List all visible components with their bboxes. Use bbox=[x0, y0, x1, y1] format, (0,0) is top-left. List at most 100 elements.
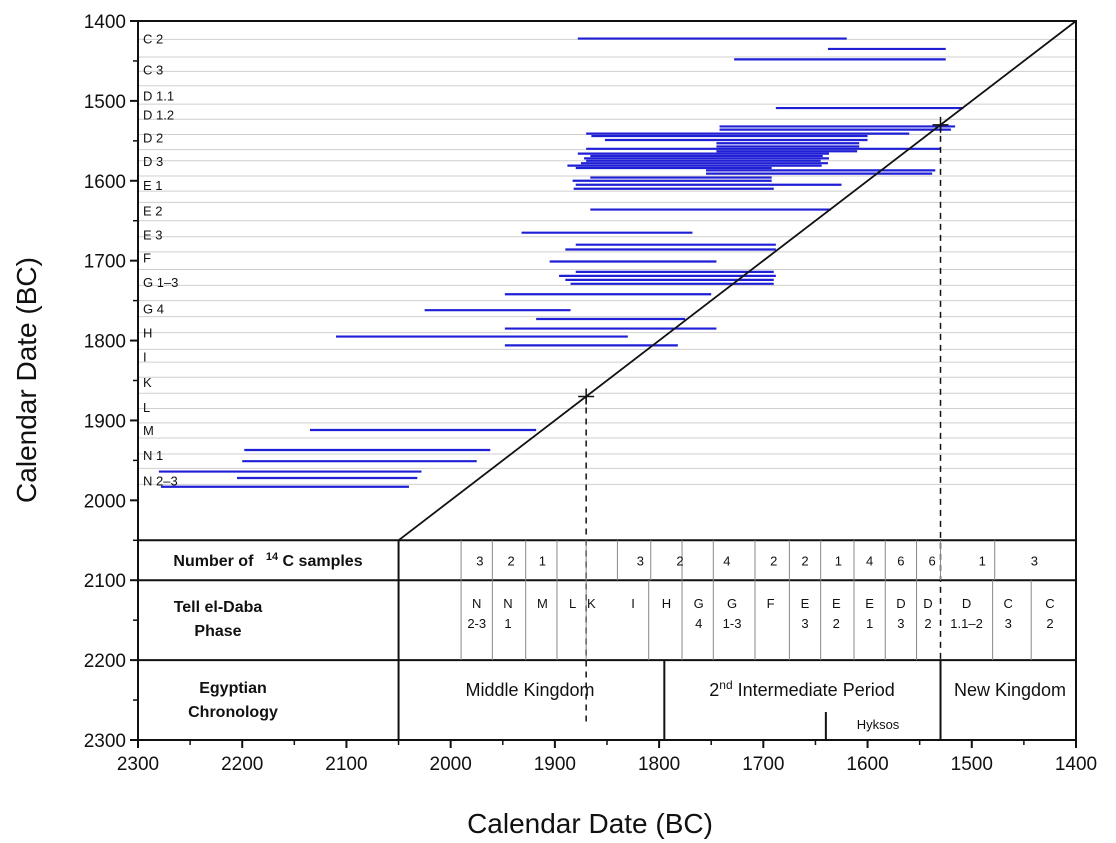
table-cells: 3 2 1 3 2 4 2 2 1 4 6 6 1 3 N 2-3 N 1 M L K I H G 4 G 1-3 F E 3 E 2 E 1 D 3… bbox=[138, 539, 1077, 740]
phase-table: Number of 14 C samples Tell el-Daba Phas… bbox=[173, 547, 1066, 732]
sample-count: 1 bbox=[835, 553, 842, 568]
sample-count: 6 bbox=[897, 553, 904, 568]
phase-cell: K bbox=[587, 596, 596, 611]
new-kingdom-label: New Kingdom bbox=[954, 680, 1066, 700]
chrono-header-line2: Chronology bbox=[188, 704, 278, 721]
phase-row-label: H bbox=[143, 326, 152, 341]
phase-cell: 3 bbox=[897, 616, 904, 631]
phase-row-label: D 2 bbox=[143, 131, 163, 146]
intermediate-period-label: 2nd Intermediate Period bbox=[709, 678, 894, 700]
y-tick-label: 1700 bbox=[84, 252, 126, 273]
y-tick-label: 2100 bbox=[84, 571, 126, 592]
phase-row-label: N 2–3 bbox=[143, 473, 178, 488]
phase-row-label: D 3 bbox=[143, 154, 163, 169]
sample-count: 2 bbox=[801, 553, 808, 568]
phase-cell: 1-3 bbox=[723, 616, 742, 631]
x-tick-label: 1700 bbox=[742, 754, 784, 775]
y-tick-label: 2200 bbox=[84, 651, 126, 672]
phase-cell: 2 bbox=[924, 616, 931, 631]
phase-cell: 1 bbox=[866, 616, 873, 631]
y-tick-label: 1900 bbox=[84, 411, 126, 432]
diagonal-line bbox=[398, 20, 1077, 541]
y-tick-label: 1400 bbox=[84, 12, 126, 33]
phase-row-label: C 2 bbox=[143, 32, 163, 47]
phase-row-label: E 2 bbox=[143, 203, 163, 218]
phase-row-label: M bbox=[143, 423, 154, 438]
sample-count: 2 bbox=[770, 553, 777, 568]
phase-cell: 2-3 bbox=[467, 616, 486, 631]
phase-cell: I bbox=[631, 596, 635, 611]
phase-row-label: G 4 bbox=[143, 302, 164, 317]
phase-cell: 1 bbox=[504, 616, 511, 631]
x-tick-label: 2000 bbox=[430, 754, 472, 775]
phase-cell: 4 bbox=[695, 616, 702, 631]
phase-cell: 3 bbox=[1005, 616, 1012, 631]
x-tick-label: 1500 bbox=[951, 754, 993, 775]
sample-count: 3 bbox=[476, 553, 483, 568]
phase-cell: F bbox=[767, 596, 775, 611]
x-tick-label: 2100 bbox=[325, 754, 367, 775]
phase-row-label: N 1 bbox=[143, 448, 163, 463]
sample-count: 2 bbox=[507, 553, 514, 568]
middle-kingdom-label: Middle Kingdom bbox=[465, 680, 594, 700]
x-tick-label: 1400 bbox=[1055, 754, 1097, 775]
phase-row-label: G 1–3 bbox=[143, 275, 178, 290]
sample-count: 6 bbox=[929, 553, 936, 568]
phase-row-label: E 1 bbox=[143, 178, 163, 193]
phase-row-label: L bbox=[143, 400, 150, 415]
phase-cell: C bbox=[1004, 596, 1013, 611]
phase-cell: N bbox=[472, 596, 481, 611]
chrono-header-line1: Egyptian bbox=[199, 680, 267, 697]
phase-cell: E bbox=[801, 596, 810, 611]
x-tick-label: 1800 bbox=[638, 754, 680, 775]
sample-count: 4 bbox=[866, 553, 873, 568]
phase-row-label: F bbox=[143, 250, 151, 265]
phase-header-line2: Phase bbox=[194, 623, 241, 640]
phase-cell: 3 bbox=[801, 616, 808, 631]
cross-marker bbox=[932, 116, 949, 133]
phase-cell: E bbox=[832, 596, 841, 611]
phase-row-label: I bbox=[143, 350, 147, 365]
phase-cell: G bbox=[727, 596, 737, 611]
phase-cell: 2 bbox=[833, 616, 840, 631]
y-tick-label: 1600 bbox=[84, 172, 126, 193]
phase-cell: L bbox=[569, 596, 576, 611]
hyksos-label: Hyksos bbox=[857, 717, 900, 732]
phase-cell: D bbox=[896, 596, 905, 611]
sample-count: 4 bbox=[723, 553, 730, 568]
sample-count: 3 bbox=[1031, 553, 1038, 568]
sample-count: 3 bbox=[637, 553, 644, 568]
phase-row-label: D 1.1 bbox=[143, 88, 174, 103]
phase-cell: E bbox=[865, 596, 874, 611]
phase-cell: N bbox=[503, 596, 512, 611]
calibration-diagonal bbox=[398, 20, 1077, 725]
phase-cell: H bbox=[662, 596, 671, 611]
x-tick-label: 1600 bbox=[846, 754, 888, 775]
x-tick-label: 2300 bbox=[117, 754, 159, 775]
y-tick-label: 1800 bbox=[84, 332, 126, 353]
phase-cell: M bbox=[537, 596, 548, 611]
phase-cell: G bbox=[694, 596, 704, 611]
y-tick-label: 2000 bbox=[84, 491, 126, 512]
phase-row-label: K bbox=[143, 375, 152, 390]
phase-cell: 1.1–2 bbox=[950, 616, 983, 631]
sample-count: 1 bbox=[979, 553, 986, 568]
sample-count: 1 bbox=[539, 553, 546, 568]
x-tick-label: 2200 bbox=[221, 754, 263, 775]
phase-row-label: D 1.2 bbox=[143, 107, 174, 122]
phase-cell: D bbox=[923, 596, 932, 611]
range-bars bbox=[158, 37, 964, 488]
samples-header: Number of 14 C samples bbox=[173, 547, 362, 570]
x-tick-label: 1900 bbox=[534, 754, 576, 775]
cross-marker bbox=[578, 388, 595, 405]
y-tick-label: 1500 bbox=[84, 92, 126, 113]
phase-row-label: E 3 bbox=[143, 227, 163, 242]
phase-row-label: C 3 bbox=[143, 63, 163, 78]
phase-cell: D bbox=[962, 596, 971, 611]
y-tick-label: 2300 bbox=[84, 731, 126, 752]
row-gridlines bbox=[138, 38, 1076, 485]
phase-cell: 2 bbox=[1046, 616, 1053, 631]
phase-cell: C bbox=[1045, 596, 1054, 611]
phase-row-labels: C 2 C 3 D 1.1 D 1.2 D 2 D 3 E 1 E 2 E 3 F G 1–3 G 4… bbox=[143, 32, 178, 489]
